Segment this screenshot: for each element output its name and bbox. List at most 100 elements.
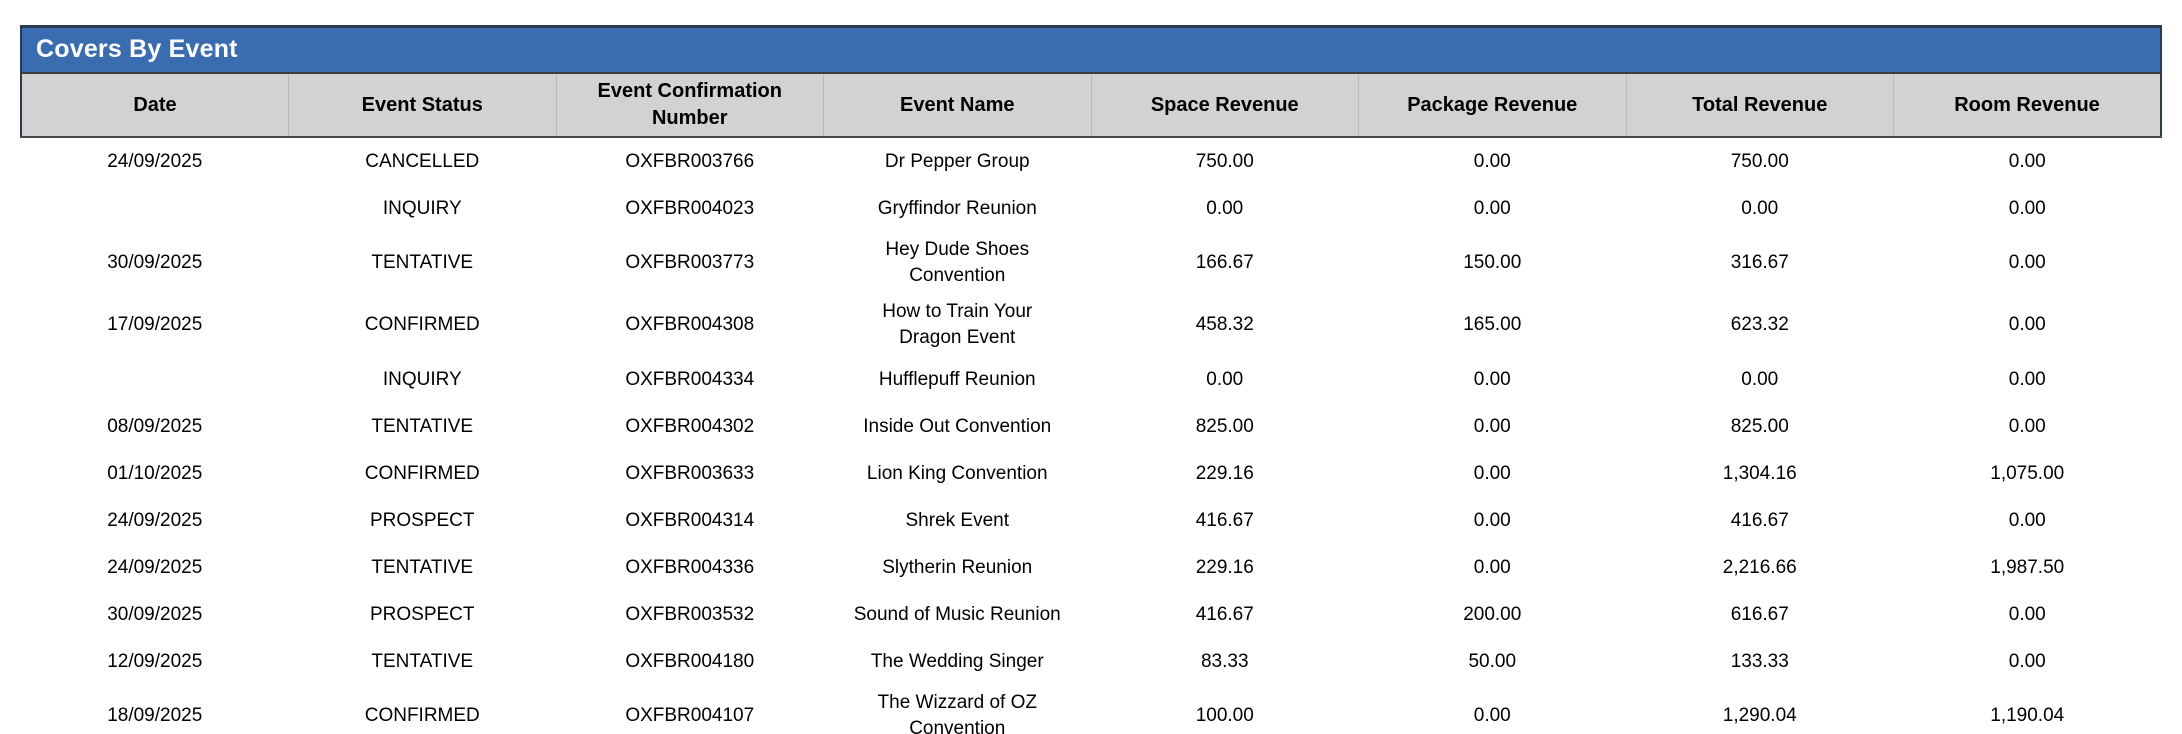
column-header-room-revenue: Room Revenue (1893, 73, 2162, 138)
cell-confirmation-number: OXFBR003773 (556, 232, 824, 294)
cell-event-status: INQUIRY (288, 356, 556, 403)
table-row: 24/09/2025 CANCELLED OXFBR003766 Dr Pepper … (21, 137, 2161, 185)
table-row: 08/09/2025 TENTATIVE OXFBR004302 Inside Out… (21, 403, 2161, 450)
cell-space-revenue: 458.32 (1091, 294, 1359, 356)
cell-date (21, 356, 289, 403)
cell-space-revenue: 0.00 (1091, 185, 1359, 232)
cell-space-revenue: 229.16 (1091, 544, 1359, 591)
cell-event-name: The Wizzard of OZ Convention (823, 685, 1091, 734)
cell-confirmation-number: OXFBR004314 (556, 497, 824, 544)
cell-total-revenue: 616.67 (1626, 591, 1894, 638)
cell-confirmation-number: OXFBR003532 (556, 591, 824, 638)
cell-room-revenue: 0.00 (1893, 232, 2161, 294)
cell-room-revenue: 1,190.04 (1893, 685, 2161, 734)
cell-room-revenue: 0.00 (1893, 356, 2161, 403)
cell-room-revenue: 0.00 (1893, 403, 2161, 450)
cell-event-status: INQUIRY (288, 185, 556, 232)
table-row: 30/09/2025 PROSPECT OXFBR003532 Sound of Mu… (21, 591, 2161, 638)
report-title: Covers By Event (20, 25, 2162, 74)
cell-event-name: Inside Out Convention (823, 403, 1091, 450)
cell-total-revenue: 0.00 (1626, 185, 1894, 232)
covers-by-event-table: Covers By Event Date Event Status Event … (20, 25, 2162, 734)
cell-room-revenue: 1,075.00 (1893, 450, 2161, 497)
cell-date: 24/09/2025 (21, 137, 289, 185)
cell-space-revenue: 0.00 (1091, 356, 1359, 403)
cell-event-name: Hey Dude Shoes Convention (823, 232, 1091, 294)
cell-space-revenue: 100.00 (1091, 685, 1359, 734)
cell-package-revenue: 0.00 (1358, 685, 1626, 734)
cell-date: 30/09/2025 (21, 232, 289, 294)
cell-space-revenue: 416.67 (1091, 497, 1359, 544)
cell-total-revenue: 623.32 (1626, 294, 1894, 356)
cell-event-name: Shrek Event (823, 497, 1091, 544)
cell-package-revenue: 165.00 (1358, 294, 1626, 356)
cell-package-revenue: 0.00 (1358, 544, 1626, 591)
table-body: 24/09/2025 CANCELLED OXFBR003766 Dr Pepper … (21, 137, 2161, 734)
column-header-event-status: Event Status (288, 73, 556, 138)
table-row: 24/09/2025 TENTATIVE OXFBR004336 Slytherin … (21, 544, 2161, 591)
cell-total-revenue: 0.00 (1626, 356, 1894, 403)
cell-total-revenue: 1,304.16 (1626, 450, 1894, 497)
cell-package-revenue: 0.00 (1358, 497, 1626, 544)
cell-event-name: The Wedding Singer (823, 638, 1091, 685)
cell-package-revenue: 0.00 (1358, 450, 1626, 497)
cell-room-revenue: 0.00 (1893, 638, 2161, 685)
cell-total-revenue: 133.33 (1626, 638, 1894, 685)
cell-room-revenue: 0.00 (1893, 294, 2161, 356)
cell-room-revenue: 0.00 (1893, 591, 2161, 638)
cell-event-status: TENTATIVE (288, 544, 556, 591)
table-row: 30/09/2025 TENTATIVE OXFBR003773 Hey Dude S… (21, 232, 2161, 294)
cell-total-revenue: 1,290.04 (1626, 685, 1894, 734)
cell-event-name: Hufflepuff Reunion (823, 356, 1091, 403)
table-row: INQUIRY OXFBR004023 Gryffindor Reunion 0.00… (21, 185, 2161, 232)
cell-event-name: Dr Pepper Group (823, 137, 1091, 185)
column-header-confirmation: Event Confirmation Number (555, 73, 824, 138)
cell-confirmation-number: OXFBR003633 (556, 450, 824, 497)
cell-date: 01/10/2025 (21, 450, 289, 497)
cell-date (21, 185, 289, 232)
cell-date: 12/09/2025 (21, 638, 289, 685)
cell-package-revenue: 150.00 (1358, 232, 1626, 294)
cell-confirmation-number: OXFBR004336 (556, 544, 824, 591)
table-row: 01/10/2025 CONFIRMED OXFBR003633 Lion King … (21, 450, 2161, 497)
cell-date: 30/09/2025 (21, 591, 289, 638)
cell-room-revenue: 0.00 (1893, 497, 2161, 544)
cell-package-revenue: 0.00 (1358, 403, 1626, 450)
covers-by-event-report: Covers By Event Date Event Status Event … (20, 25, 2162, 734)
cell-event-name: Lion King Convention (823, 450, 1091, 497)
table-row: 12/09/2025 TENTATIVE OXFBR004180 The Weddin… (21, 638, 2161, 685)
cell-total-revenue: 750.00 (1626, 137, 1894, 185)
table-row: 17/09/2025 CONFIRMED OXFBR004308 How to Tra… (21, 294, 2161, 356)
column-header-package-revenue: Package Revenue (1358, 73, 1626, 138)
cell-event-status: PROSPECT (288, 591, 556, 638)
cell-total-revenue: 825.00 (1626, 403, 1894, 450)
cell-space-revenue: 166.67 (1091, 232, 1359, 294)
cell-room-revenue: 0.00 (1893, 137, 2161, 185)
cell-event-status: TENTATIVE (288, 638, 556, 685)
cell-package-revenue: 200.00 (1358, 591, 1626, 638)
report-title-bar: Covers By Event (20, 25, 2162, 74)
column-header-total-revenue: Total Revenue (1625, 73, 1894, 138)
table-row: 24/09/2025 PROSPECT OXFBR004314 Shrek Event… (21, 497, 2161, 544)
cell-event-status: CONFIRMED (288, 685, 556, 734)
cell-total-revenue: 316.67 (1626, 232, 1894, 294)
column-header-event-name: Event Name (823, 73, 1091, 138)
cell-package-revenue: 0.00 (1358, 137, 1626, 185)
cell-event-status: TENTATIVE (288, 403, 556, 450)
cell-date: 18/09/2025 (21, 685, 289, 734)
cell-confirmation-number: OXFBR004334 (556, 356, 824, 403)
cell-package-revenue: 0.00 (1358, 185, 1626, 232)
cell-space-revenue: 750.00 (1091, 137, 1359, 185)
cell-event-status: TENTATIVE (288, 232, 556, 294)
cell-event-status: CANCELLED (288, 137, 556, 185)
cell-date: 24/09/2025 (21, 544, 289, 591)
cell-date: 17/09/2025 (21, 294, 289, 356)
cell-event-name: Gryffindor Reunion (823, 185, 1091, 232)
cell-total-revenue: 2,216.66 (1626, 544, 1894, 591)
cell-event-status: CONFIRMED (288, 450, 556, 497)
cell-confirmation-number: OXFBR004107 (556, 685, 824, 734)
table-row: INQUIRY OXFBR004334 Hufflepuff Reunion 0.00… (21, 356, 2161, 403)
table-row: 18/09/2025 CONFIRMED OXFBR004107 The Wizzar… (21, 685, 2161, 734)
table-header-row: Date Event Status Event Confirmation Num… (20, 73, 2162, 138)
cell-room-revenue: 1,987.50 (1893, 544, 2161, 591)
